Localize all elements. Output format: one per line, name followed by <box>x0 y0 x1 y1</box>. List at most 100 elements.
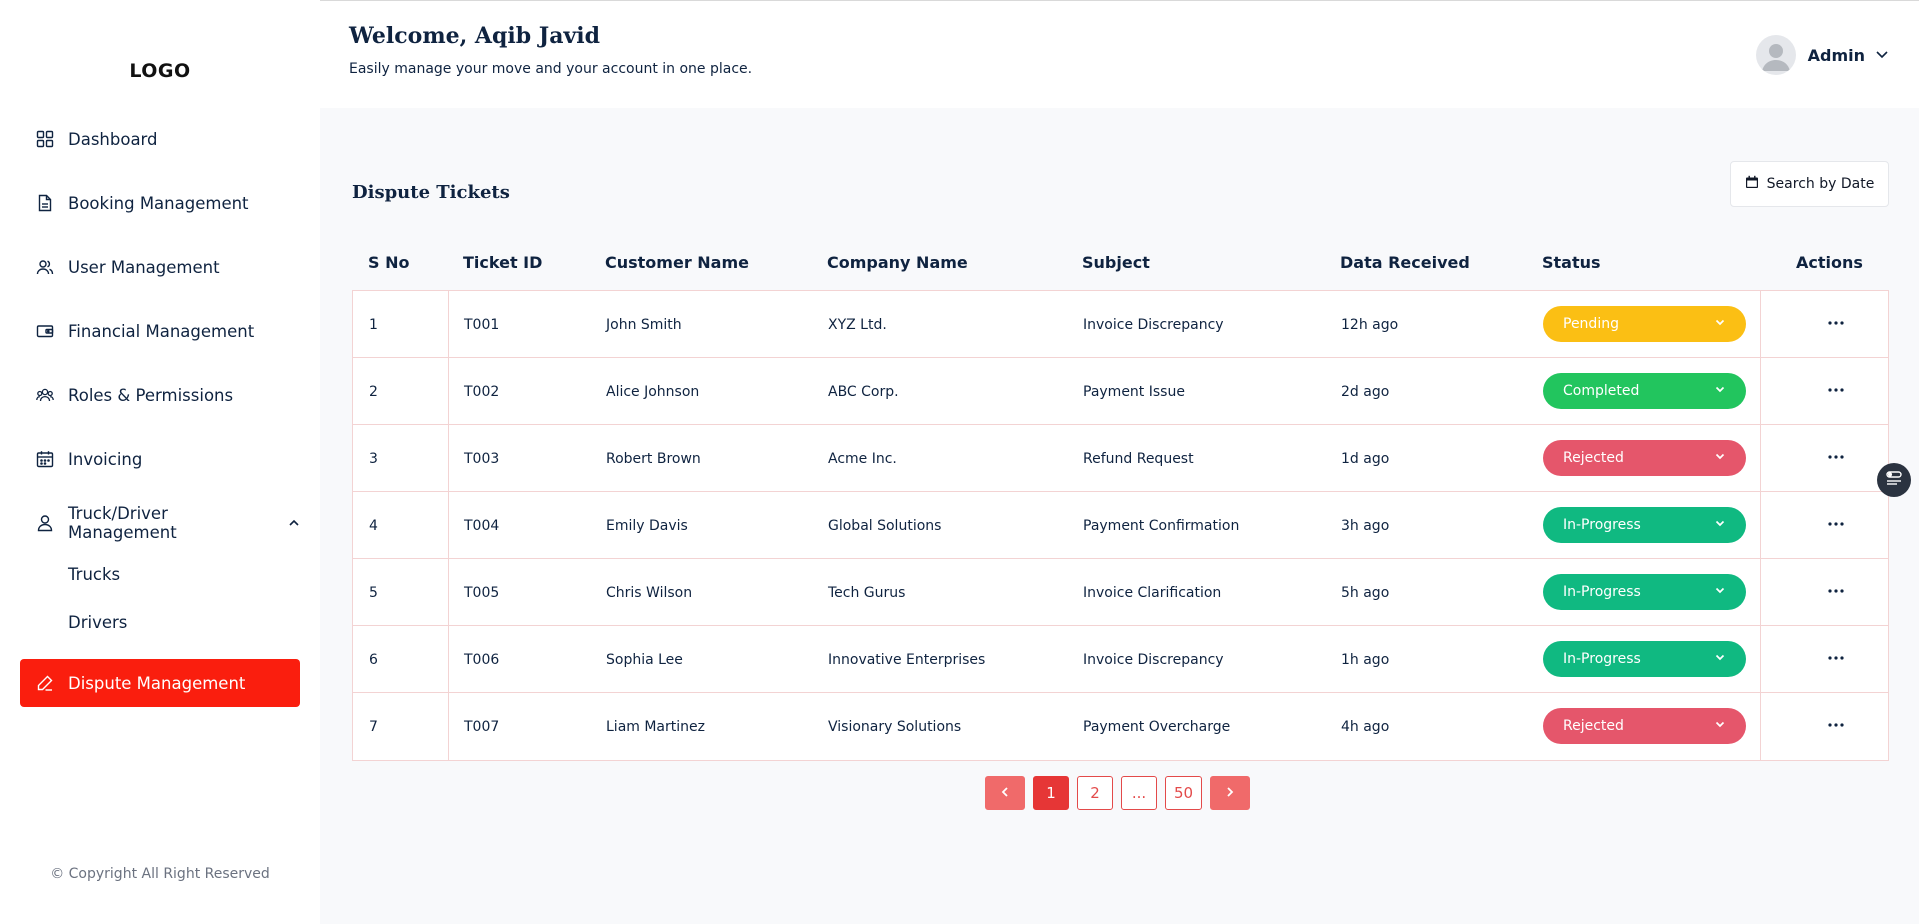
sidebar-item-label: Dashboard <box>68 129 158 149</box>
more-actions-icon[interactable] <box>1824 311 1848 335</box>
pagination-ellipsis[interactable]: ... <box>1121 776 1157 810</box>
sidebar-item-booking-management[interactable]: Booking Management <box>20 179 300 227</box>
table-row: 2 T002 Alice Johnson ABC Corp. Payment Issue… <box>353 358 1888 425</box>
cell-data-received: 1h ago <box>1341 651 1390 668</box>
pagination-page[interactable]: 2 <box>1077 776 1113 810</box>
sidebar-item-truck-driver-management[interactable]: Truck/Driver Management <box>20 499 300 547</box>
document-icon <box>36 194 54 212</box>
user-name[interactable]: Admin <box>1807 45 1865 65</box>
sidebar-item-label: Financial Management <box>68 321 255 341</box>
cell-ticket-id: T006 <box>464 651 500 668</box>
sidebar-item-label: Truck/Driver Management <box>68 504 177 542</box>
cell-data-received: 2d ago <box>1341 383 1390 400</box>
cell-subject: Payment Issue <box>1083 383 1185 400</box>
status-dropdown[interactable]: In-Progress <box>1543 641 1746 677</box>
status-label: In-Progress <box>1563 651 1641 667</box>
cell-ticket-id: T005 <box>464 584 500 601</box>
column-header-company-name: Company Name <box>827 252 968 272</box>
chevron-down-icon <box>1714 651 1726 667</box>
column-header-data-received: Data Received <box>1340 252 1470 272</box>
sidebar: LOGO Dashboard Booking Management User M… <box>0 0 320 924</box>
pagination-page[interactable]: 1 <box>1033 776 1069 810</box>
sidebar-item-label: Booking Management <box>68 193 249 213</box>
cell-customer-name: Alice Johnson <box>606 383 700 400</box>
column-header-subject: Subject <box>1082 252 1150 272</box>
status-dropdown[interactable]: Rejected <box>1543 708 1746 744</box>
dashboard-icon <box>36 130 54 148</box>
sidebar-item-financial-management[interactable]: Financial Management <box>20 307 300 355</box>
chevron-down-icon <box>1714 584 1726 600</box>
table-body: 1 T001 John Smith XYZ Ltd. Invoice Discrepan… <box>352 290 1889 761</box>
header: Welcome, Aqib Javid Easily manage your m… <box>320 0 1919 108</box>
floating-settings-button[interactable] <box>1877 463 1911 497</box>
chevron-up-icon[interactable] <box>288 517 300 529</box>
sidebar-item-roles-permissions[interactable]: Roles & Permissions <box>20 371 300 419</box>
cell-sno: 7 <box>369 718 378 735</box>
sidebar-item-user-management[interactable]: User Management <box>20 243 300 291</box>
search-by-date-button[interactable]: Search by Date <box>1730 161 1889 207</box>
cell-data-received: 3h ago <box>1341 517 1390 534</box>
column-header-actions: Actions <box>1796 252 1863 272</box>
cell-customer-name: Robert Brown <box>606 450 701 467</box>
chevron-right-icon <box>1224 784 1236 802</box>
avatar[interactable] <box>1755 35 1796 75</box>
cell-subject: Refund Request <box>1083 450 1194 467</box>
pagination-next-button[interactable] <box>1210 776 1251 810</box>
cell-ticket-id: T004 <box>464 517 500 534</box>
dispute-tickets-table: S No Ticket ID Customer Name Company Nam… <box>352 234 1889 761</box>
cell-customer-name: Emily Davis <box>606 517 688 534</box>
more-actions-icon[interactable] <box>1824 646 1848 670</box>
main-content: Dispute Tickets Search by Date S No Tick… <box>320 108 1919 924</box>
search-by-date-label: Search by Date <box>1766 176 1875 192</box>
cell-customer-name: Chris Wilson <box>606 584 693 601</box>
copyright-text: © Copyright All Right Reserved <box>50 866 270 882</box>
more-actions-icon[interactable] <box>1824 713 1848 737</box>
status-dropdown[interactable]: Completed <box>1543 373 1746 409</box>
status-label: Rejected <box>1563 718 1624 734</box>
cell-ticket-id: T003 <box>464 450 500 467</box>
chevron-down-icon[interactable] <box>1875 46 1889 65</box>
cell-subject: Invoice Clarification <box>1083 584 1222 601</box>
cell-company-name: Tech Gurus <box>828 584 906 601</box>
cell-data-received: 1d ago <box>1341 450 1390 467</box>
more-actions-icon[interactable] <box>1824 579 1848 603</box>
table-row: 6 T006 Sophia Lee Innovative Enterprises Inv… <box>353 626 1888 693</box>
status-dropdown[interactable]: In-Progress <box>1543 574 1746 610</box>
table-row: 3 T003 Robert Brown Acme Inc. Refund Request… <box>353 425 1888 492</box>
status-dropdown[interactable]: In-Progress <box>1543 507 1746 543</box>
edit-icon <box>36 674 54 692</box>
cell-sno: 5 <box>369 584 378 601</box>
table-row: 5 T005 Chris Wilson Tech Gurus Invoice Clari… <box>353 559 1888 626</box>
chevron-down-icon <box>1714 450 1726 466</box>
status-label: Pending <box>1563 316 1619 332</box>
cell-subject: Invoice Discrepancy <box>1083 316 1224 333</box>
column-header-customer-name: Customer Name <box>605 252 749 272</box>
more-actions-icon[interactable] <box>1824 512 1848 536</box>
cell-data-received: 4h ago <box>1341 718 1390 735</box>
pagination-page[interactable]: 50 <box>1165 776 1203 810</box>
column-header-ticket-id: Ticket ID <box>463 252 543 272</box>
cell-ticket-id: T001 <box>464 316 500 333</box>
chevron-down-icon <box>1714 316 1726 332</box>
more-actions-icon[interactable] <box>1824 378 1848 402</box>
pagination-prev-button[interactable] <box>985 776 1025 810</box>
sidebar-item-invoicing[interactable]: Invoicing <box>20 435 300 483</box>
column-header-status: Status <box>1542 252 1601 272</box>
cell-company-name: Global Solutions <box>828 517 942 534</box>
user-menu[interactable]: Admin <box>1755 35 1889 75</box>
users-icon <box>36 258 54 276</box>
cell-company-name: XYZ Ltd. <box>828 316 887 333</box>
sidebar-item-dispute-management[interactable]: Dispute Management <box>20 659 300 707</box>
group-icon <box>36 386 54 404</box>
sidebar-subitem-trucks[interactable]: Trucks <box>68 565 121 584</box>
table-row: 4 T004 Emily Davis Global Solutions Payment … <box>353 492 1888 559</box>
cell-customer-name: Liam Martinez <box>606 718 705 735</box>
sidebar-subitem-drivers[interactable]: Drivers <box>68 613 128 632</box>
sidebar-item-dashboard[interactable]: Dashboard <box>20 115 300 163</box>
status-dropdown[interactable]: Rejected <box>1543 440 1746 476</box>
status-dropdown[interactable]: Pending <box>1543 306 1746 342</box>
logo: LOGO <box>129 60 191 82</box>
cell-ticket-id: T007 <box>464 718 500 735</box>
more-actions-icon[interactable] <box>1824 445 1848 469</box>
column-header-sno: S No <box>368 252 410 272</box>
